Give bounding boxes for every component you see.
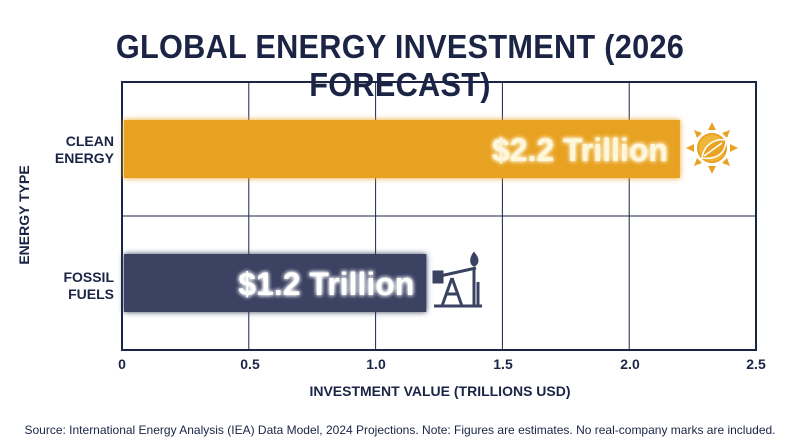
- x-tick-label: 2.0: [620, 356, 640, 372]
- bar: [124, 254, 427, 312]
- category-label-line: FUELS: [68, 286, 114, 302]
- bar: [124, 120, 680, 178]
- bars: $2.2 Trillion $1.2 Trillion: [124, 120, 680, 312]
- source-note: Source: International Energy Analysis (I…: [24, 423, 776, 437]
- category-label-line: FOSSIL: [63, 269, 114, 285]
- plot-frame: [121, 81, 757, 351]
- category-label-clean-energy: CLEAN ENERGY: [24, 133, 114, 167]
- x-tick-label: 1.5: [493, 356, 513, 372]
- oil-pump-icon: [432, 251, 482, 308]
- x-tick-label: 1.0: [366, 356, 386, 372]
- sun-leaf-icon: [686, 122, 738, 174]
- x-tick-label: 0: [118, 356, 126, 372]
- bar-data-label: $2.2 Trillion: [492, 132, 668, 168]
- x-axis-label: INVESTMENT VALUE (TRILLIONS USD): [309, 383, 571, 399]
- chart-title: GLOBAL ENERGY INVESTMENT (2026 FORECAST): [115, 28, 685, 103]
- category-label-fossil-fuels: FOSSIL FUELS: [24, 269, 114, 303]
- category-label-line: ENERGY: [54, 150, 114, 166]
- x-tick-label: 0.5: [240, 356, 260, 372]
- bar-data-label: $1.2 Trillion: [238, 266, 414, 302]
- category-label-line: CLEAN: [65, 133, 114, 149]
- x-tick-label: 2.5: [746, 356, 766, 372]
